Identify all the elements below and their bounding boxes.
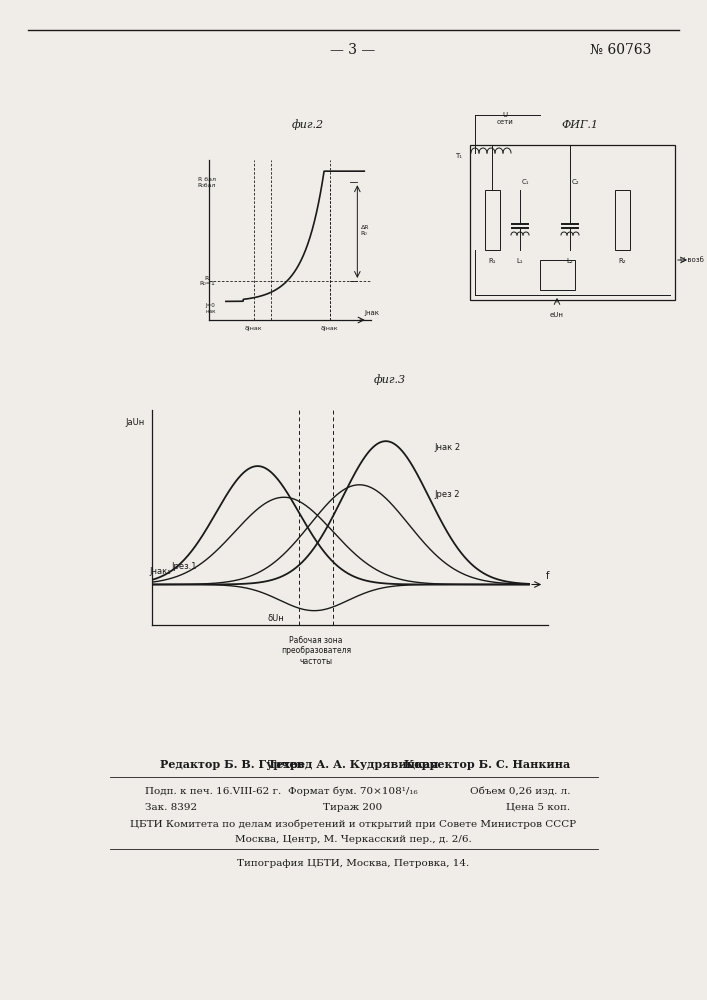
Text: ЦБТИ Комитета по делам изобретений и открытий при Совете Министров СССР: ЦБТИ Комитета по делам изобретений и отк… (130, 819, 576, 829)
Text: δJнак: δJнак (245, 326, 262, 331)
Text: R₁: R₁ (489, 258, 496, 264)
Text: L₂: L₂ (566, 258, 573, 264)
Text: U
сети: U сети (496, 112, 513, 125)
Text: Москва, Центр, М. Черкасский пер., д. 2/6.: Москва, Центр, М. Черкасский пер., д. 2/… (235, 834, 472, 844)
Text: R бал
R₀бал: R бал R₀бал (197, 177, 216, 188)
Text: C₁: C₁ (522, 179, 530, 185)
Text: ΔR
R₀: ΔR R₀ (361, 225, 369, 236)
Bar (485, 190, 500, 250)
Text: ФИГ.1: ФИГ.1 (561, 120, 599, 130)
Text: Рабочая зона
преобразователя
частоты: Рабочая зона преобразователя частоты (281, 636, 351, 666)
Text: L₁: L₁ (517, 258, 523, 264)
Text: Jнак: Jнак (364, 310, 379, 316)
Text: Типография ЦБТИ, Москва, Петровка, 14.: Типография ЦБТИ, Москва, Петровка, 14. (237, 858, 469, 867)
Text: eUн: eUн (550, 312, 564, 318)
Bar (615, 190, 630, 250)
Text: Jнак 2: Jнак 2 (435, 443, 461, 452)
Text: Цена 5 коп.: Цена 5 коп. (506, 802, 570, 812)
Text: — 3 —: — 3 — (330, 43, 375, 57)
Text: f: f (546, 571, 549, 581)
Text: C₂: C₂ (572, 179, 580, 185)
Text: J=0
нак: J=0 нак (205, 303, 216, 314)
Text: T₁: T₁ (455, 153, 462, 159)
Text: № 60763: № 60763 (590, 43, 651, 57)
Text: R₂: R₂ (618, 258, 626, 264)
Bar (540, 260, 575, 290)
Text: Корректор Б. С. Нанкина: Корректор Б. С. Нанкина (404, 760, 570, 770)
Text: U возб: U возб (680, 257, 704, 263)
Bar (470, 145, 675, 300)
Text: Зак. 8392: Зак. 8392 (145, 802, 197, 812)
Text: Подп. к печ. 16.VIII-62 г.: Подп. к печ. 16.VIII-62 г. (145, 786, 281, 796)
Text: Тираж 200: Тираж 200 (323, 802, 382, 812)
Text: Jрез 2: Jрез 2 (435, 490, 460, 499)
Text: R
R₀=1: R R₀=1 (199, 276, 215, 286)
Text: фиг.2: фиг.2 (292, 120, 324, 130)
Text: фиг.3: фиг.3 (374, 375, 406, 385)
Text: δJнак: δJнак (321, 326, 339, 331)
Text: JаUн: JаUн (125, 418, 144, 427)
Text: Объем 0,26 изд. л.: Объем 0,26 изд. л. (469, 786, 570, 796)
Text: Техред А. А. Кудрявицкая: Техред А. А. Кудрявицкая (268, 760, 438, 770)
Text: δUн: δUн (267, 614, 284, 623)
Text: Jрез.1: Jрез.1 (172, 562, 197, 571)
Text: Редактор Б. В. Гурчев: Редактор Б. В. Гурчев (160, 760, 305, 770)
Text: Jнак₁: Jнак₁ (149, 567, 171, 576)
Text: Формат бум. 70×108¹/₁₆: Формат бум. 70×108¹/₁₆ (288, 786, 418, 796)
